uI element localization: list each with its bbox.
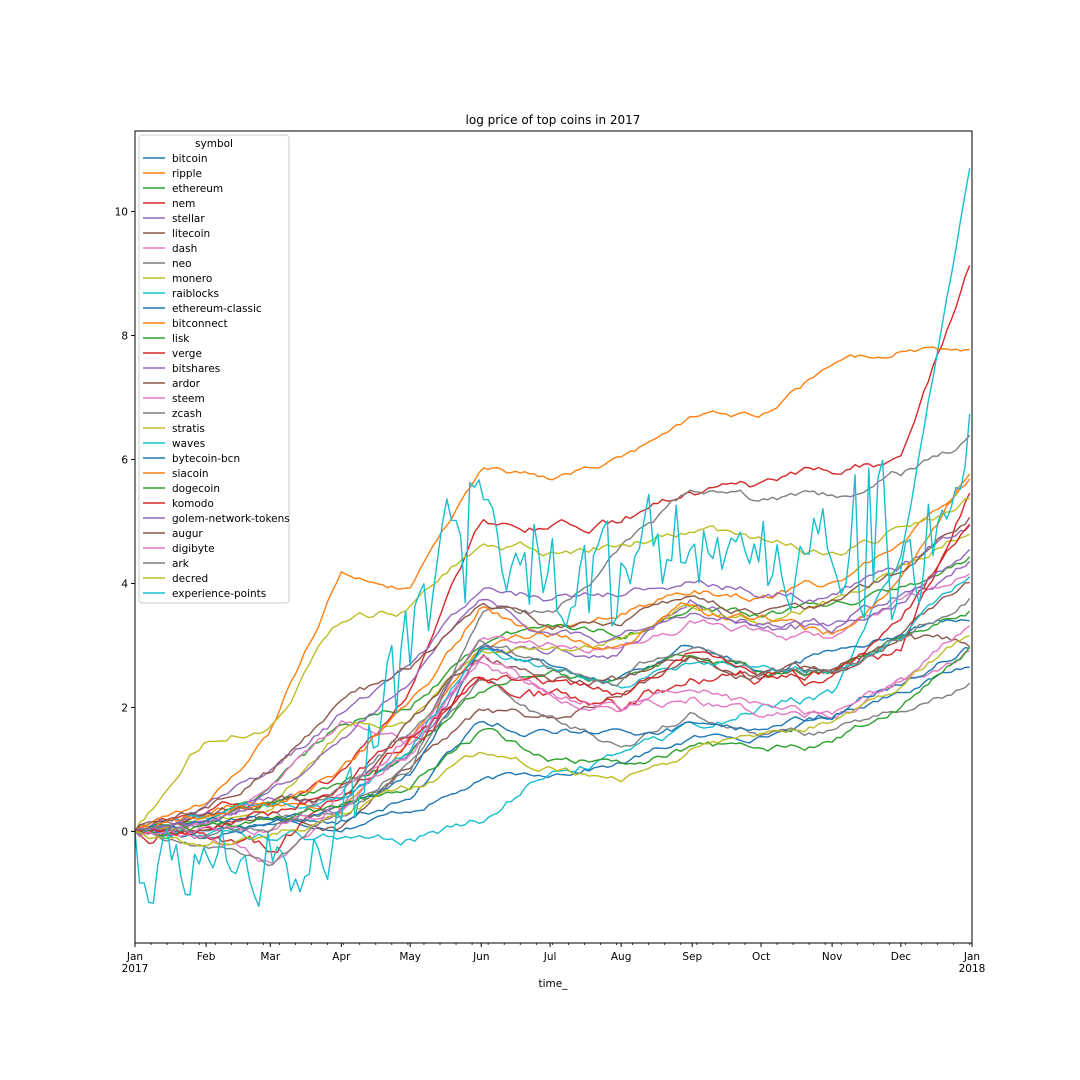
x-tick-label: Sep — [682, 951, 702, 963]
series-line-bytecoin-bcn — [134, 646, 970, 833]
legend-label: neo — [172, 258, 192, 270]
legend-label: bitconnect — [172, 318, 228, 330]
legend-label: dash — [172, 243, 197, 255]
series-line-decred — [134, 635, 970, 847]
legend-label: lisk — [172, 333, 190, 345]
series-layer — [134, 168, 971, 907]
x-tick-label: May — [399, 951, 421, 963]
legend-label: digibyte — [172, 543, 215, 555]
legend[interactable]: symbol bitcoin ripple ethereum nem stellar li… — [138, 134, 290, 604]
series-line-komodo — [134, 523, 971, 836]
x-tick-label: Jan — [963, 951, 980, 963]
legend-items: bitcoin ripple ethereum nem stellar litecoin d… — [143, 153, 290, 600]
y-tick-label: 0 — [121, 826, 128, 838]
series-line-bitshares — [134, 525, 971, 833]
chart-title: log price of top coins in 2017 — [466, 113, 641, 127]
x-tick-label: Aug — [611, 951, 632, 963]
legend-label: siacoin — [172, 468, 209, 480]
x-tick-label: Dec — [891, 951, 912, 963]
series-line-digibyte — [134, 625, 971, 838]
y-tick-label: 10 — [115, 207, 128, 219]
legend-label: bitcoin — [172, 153, 207, 165]
y-axis: 0 2 4 6 8 10 — [115, 207, 135, 838]
x-tick-year-label: 2017 — [122, 963, 149, 975]
series-line-verge — [134, 492, 971, 854]
legend-label: golem-network-tokens — [172, 513, 290, 525]
series-line-zcash — [134, 679, 971, 867]
legend-title: symbol — [195, 138, 233, 150]
series-line-experience-points — [134, 413, 971, 907]
legend-label: experience-points — [172, 588, 266, 600]
legend-label: komodo — [172, 498, 214, 510]
series-line-stratis — [134, 498, 970, 832]
x-tick-label: Jan — [126, 951, 143, 963]
series-line-siacoin — [134, 473, 971, 832]
x-axis-label: time_ — [539, 978, 569, 990]
y-tick-label: 8 — [121, 331, 128, 343]
y-tick-label: 4 — [121, 578, 128, 590]
legend-label: nem — [172, 198, 195, 210]
x-tick-label: Nov — [822, 951, 843, 963]
legend-label: zcash — [172, 408, 202, 420]
series-line-golem-network-tokens — [134, 549, 971, 832]
legend-label: steem — [172, 393, 205, 405]
y-tick-label: 2 — [121, 702, 128, 714]
series-line-raiblocks — [134, 168, 971, 846]
legend-label: stellar — [172, 213, 205, 225]
legend-label: dogecoin — [172, 483, 220, 495]
legend-label: ark — [172, 558, 190, 570]
legend-label: ethereum-classic — [172, 303, 262, 315]
legend-label: decred — [172, 573, 208, 585]
legend-label: monero — [172, 273, 212, 285]
series-line-ark — [134, 597, 971, 840]
x-tick-year-label: 2018 — [959, 963, 986, 975]
series-line-dogecoin — [134, 646, 971, 837]
series-line-dash — [134, 573, 971, 835]
legend-label: bytecoin-bcn — [172, 453, 240, 465]
x-tick-label: Apr — [332, 951, 351, 963]
legend-label: ripple — [172, 168, 202, 180]
legend-label: waves — [172, 438, 205, 450]
plot-frame — [134, 130, 973, 944]
legend-label: litecoin — [172, 228, 210, 240]
legend-box — [138, 134, 290, 604]
y-tick-label: 6 — [121, 455, 128, 467]
legend-label: ethereum — [172, 183, 223, 195]
legend-label: augur — [172, 528, 203, 540]
x-tick-label: Oct — [752, 951, 770, 963]
x-tick-label: Mar — [260, 951, 280, 963]
legend-label: ardor — [172, 378, 201, 390]
legend-label: stratis — [172, 423, 205, 435]
legend-label: raiblocks — [172, 288, 219, 300]
x-tick-label: Jul — [543, 951, 557, 963]
series-line-augur — [134, 516, 971, 832]
x-tick-label: Jun — [472, 951, 489, 963]
x-tick-label: Feb — [197, 951, 216, 963]
series-line-ethereum-classic — [134, 619, 970, 840]
legend-label: bitshares — [172, 363, 220, 375]
legend-label: verge — [172, 348, 202, 360]
